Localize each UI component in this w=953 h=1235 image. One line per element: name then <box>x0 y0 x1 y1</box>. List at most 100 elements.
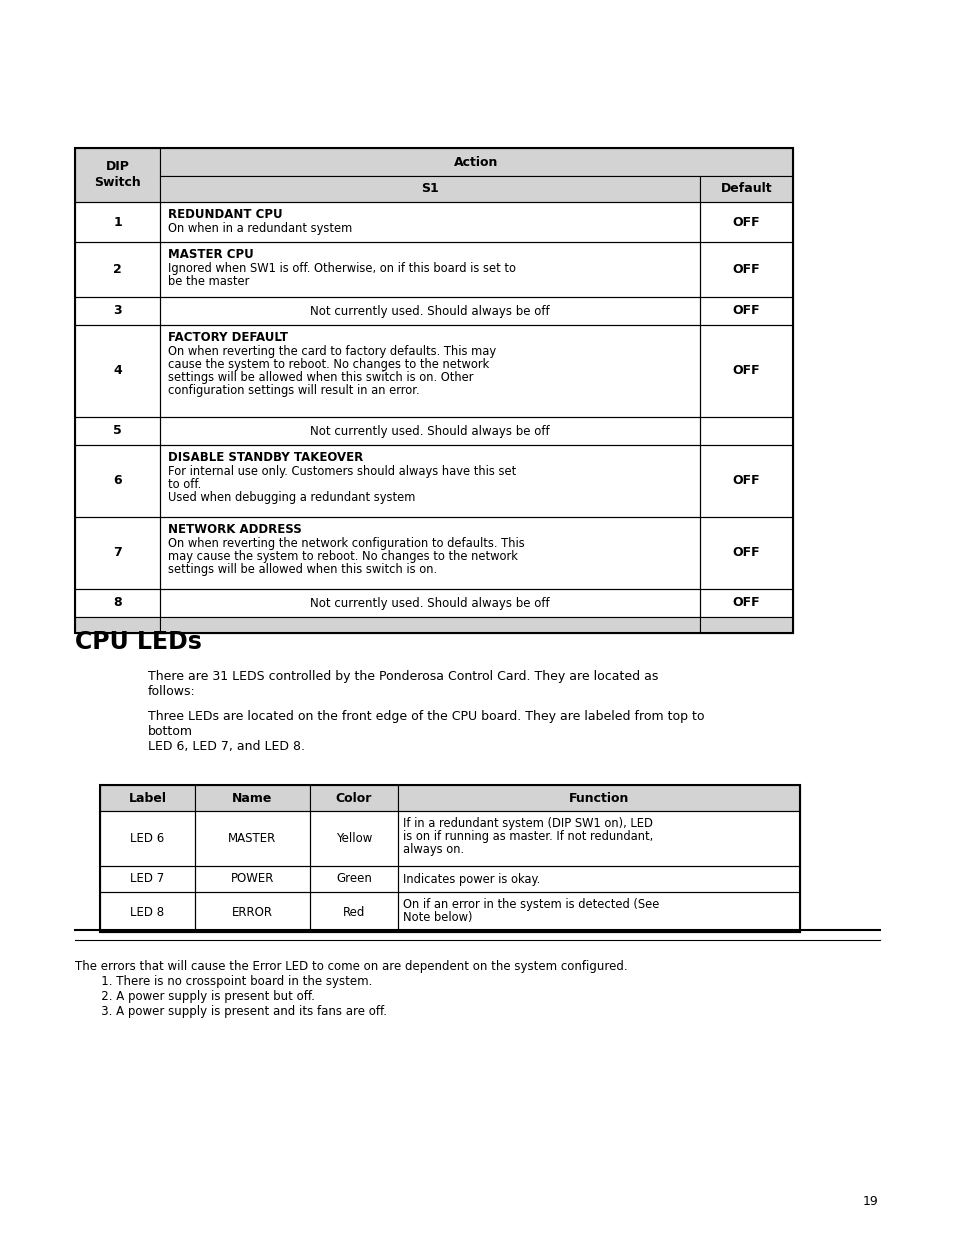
Text: settings will be allowed when this switch is on. Other: settings will be allowed when this switc… <box>168 370 473 384</box>
Bar <box>75 148 160 203</box>
Text: be the master: be the master <box>168 275 249 288</box>
Text: to off.: to off. <box>168 478 201 492</box>
Text: S1: S1 <box>420 183 438 195</box>
Text: settings will be allowed when this switch is on.: settings will be allowed when this switc… <box>168 563 436 576</box>
Text: bottom: bottom <box>148 725 193 739</box>
Text: Name: Name <box>233 792 273 804</box>
Bar <box>397 892 800 932</box>
Text: Green: Green <box>335 872 372 885</box>
Bar <box>700 517 792 589</box>
Text: Not currently used. Should always be off: Not currently used. Should always be off <box>310 425 549 437</box>
Text: POWER: POWER <box>231 872 274 885</box>
Bar <box>75 296 160 325</box>
Text: Not currently used. Should always be off: Not currently used. Should always be off <box>310 305 549 317</box>
Bar <box>397 785 800 811</box>
Text: MASTER: MASTER <box>228 832 276 845</box>
Bar <box>194 892 310 932</box>
Text: On if an error in the system is detected (See: On if an error in the system is detected… <box>402 898 659 911</box>
Text: NETWORK ADDRESS: NETWORK ADDRESS <box>168 522 301 536</box>
Text: Indicates power is okay.: Indicates power is okay. <box>402 872 539 885</box>
Text: Function: Function <box>568 792 629 804</box>
Text: Ignored when SW1 is off. Otherwise, on if this board is set to: Ignored when SW1 is off. Otherwise, on i… <box>168 262 516 275</box>
Text: OFF: OFF <box>732 215 760 228</box>
Text: Label: Label <box>129 792 167 804</box>
Bar <box>75 417 160 445</box>
Bar <box>310 866 397 892</box>
Text: may cause the system to reboot. No changes to the network: may cause the system to reboot. No chang… <box>168 550 517 563</box>
Bar <box>160 417 700 445</box>
Text: Three LEDs are located on the front edge of the CPU board. They are labeled from: Three LEDs are located on the front edge… <box>148 710 703 722</box>
Text: always on.: always on. <box>402 844 464 856</box>
Bar <box>700 242 792 296</box>
Bar <box>310 785 397 811</box>
Bar <box>75 517 160 589</box>
Bar <box>397 866 800 892</box>
Text: Color: Color <box>335 792 372 804</box>
Text: ERROR: ERROR <box>232 905 273 919</box>
Text: is on if running as master. If not redundant,: is on if running as master. If not redun… <box>402 830 653 844</box>
Text: LED 7: LED 7 <box>131 872 165 885</box>
Text: If in a redundant system (DIP SW1 on), LED: If in a redundant system (DIP SW1 on), L… <box>402 818 652 830</box>
Bar <box>160 517 700 589</box>
Text: 3. A power supply is present and its fans are off.: 3. A power supply is present and its fan… <box>75 1005 387 1018</box>
Text: OFF: OFF <box>732 305 760 317</box>
Bar <box>75 203 160 242</box>
Text: On when reverting the network configuration to defaults. This: On when reverting the network configurat… <box>168 537 524 550</box>
Bar <box>700 445 792 517</box>
Bar <box>160 445 700 517</box>
Bar <box>100 866 194 892</box>
Text: LED 6: LED 6 <box>131 832 165 845</box>
Text: OFF: OFF <box>732 474 760 488</box>
Bar <box>700 177 792 203</box>
Bar <box>700 417 792 445</box>
Text: CPU LEDs: CPU LEDs <box>75 630 202 655</box>
Text: Action: Action <box>454 156 498 168</box>
Bar <box>160 177 700 203</box>
Text: 2. A power supply is present but off.: 2. A power supply is present but off. <box>75 990 314 1003</box>
Text: MASTER CPU: MASTER CPU <box>168 248 253 261</box>
Text: DIP
Switch: DIP Switch <box>94 161 141 189</box>
Text: Default: Default <box>720 183 772 195</box>
Text: OFF: OFF <box>732 263 760 275</box>
Text: OFF: OFF <box>732 597 760 610</box>
Text: OFF: OFF <box>732 547 760 559</box>
Text: On when reverting the card to factory defaults. This may: On when reverting the card to factory de… <box>168 345 496 358</box>
Bar <box>700 618 792 634</box>
Bar <box>75 325 160 417</box>
Text: LED 6, LED 7, and LED 8.: LED 6, LED 7, and LED 8. <box>148 740 305 753</box>
Text: There are 31 LEDS controlled by the Ponderosa Control Card. They are located as: There are 31 LEDS controlled by the Pond… <box>148 671 658 683</box>
Text: 6: 6 <box>113 474 122 488</box>
Bar <box>160 618 700 634</box>
Text: Red: Red <box>342 905 365 919</box>
Text: FACTORY DEFAULT: FACTORY DEFAULT <box>168 331 288 345</box>
Text: OFF: OFF <box>732 364 760 378</box>
Text: REDUNDANT CPU: REDUNDANT CPU <box>168 207 282 221</box>
Bar <box>160 148 792 177</box>
Text: Note below): Note below) <box>402 911 472 924</box>
Text: Used when debugging a redundant system: Used when debugging a redundant system <box>168 492 415 504</box>
Bar <box>75 242 160 296</box>
Bar <box>700 325 792 417</box>
Text: cause the system to reboot. No changes to the network: cause the system to reboot. No changes t… <box>168 358 489 370</box>
Bar <box>160 589 700 618</box>
Bar <box>194 811 310 866</box>
Bar <box>75 618 160 634</box>
Bar <box>100 892 194 932</box>
Text: 1: 1 <box>113 215 122 228</box>
Bar <box>75 589 160 618</box>
Text: For internal use only. Customers should always have this set: For internal use only. Customers should … <box>168 466 516 478</box>
Bar <box>310 811 397 866</box>
Text: 2: 2 <box>113 263 122 275</box>
Text: 5: 5 <box>113 425 122 437</box>
Text: 4: 4 <box>113 364 122 378</box>
Text: 7: 7 <box>113 547 122 559</box>
Bar <box>160 296 700 325</box>
Text: 19: 19 <box>862 1195 877 1208</box>
Bar <box>700 203 792 242</box>
Bar <box>310 892 397 932</box>
Bar <box>700 296 792 325</box>
Bar <box>100 785 800 932</box>
Text: 3: 3 <box>113 305 122 317</box>
Bar <box>194 866 310 892</box>
Text: Not currently used. Should always be off: Not currently used. Should always be off <box>310 597 549 610</box>
